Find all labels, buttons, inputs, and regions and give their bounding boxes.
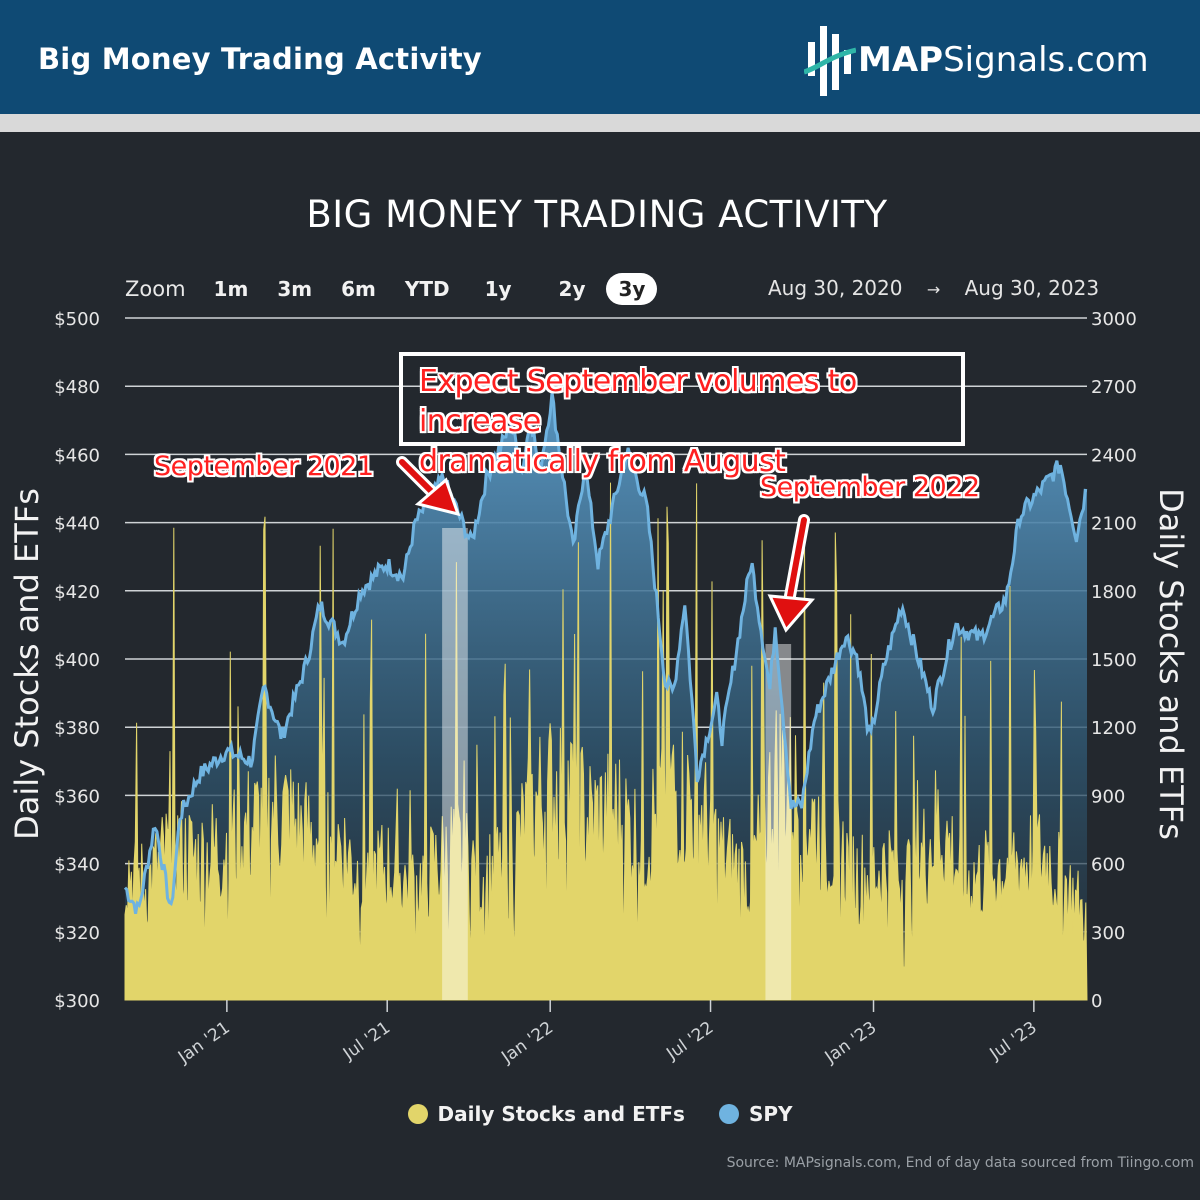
left-tick-label: $460 [54,445,100,466]
right-tick-label: 3000 [1091,309,1137,330]
mapsignals-logo-icon [804,26,856,96]
legend-dot-volume-icon [407,1104,428,1124]
left-axis-ticks: $500 $480 $460 $440 $420 $400 $380 $360 $340 $320… [54,309,100,1012]
right-tick-label: 300 [1091,923,1125,944]
annotation-text: Expect September volumes to increase dra… [419,364,857,479]
right-tick-label: 0 [1091,991,1102,1012]
left-tick-label: $500 [54,309,100,330]
zoom-1m-button[interactable]: 1m [213,277,249,301]
annotation-sep2022: September 2022 [760,472,980,503]
september-highlights [442,528,792,1000]
left-tick-label: $300 [54,991,100,1012]
x-axis-ticks: Jan '21 Jul '21 Jan '22 Jul '22 Jan '23 Jul '… [174,1000,1041,1068]
header-divider [0,114,1200,132]
left-tick-label: $400 [54,650,100,671]
right-axis-title: Daily Stocks and ETFs [1152,488,1190,840]
right-tick-label: 1500 [1091,650,1137,671]
zoom-3y-button[interactable]: 3y [606,273,658,305]
right-tick-label: 1200 [1091,718,1137,739]
legend: Daily Stocks and ETFs SPY [0,1102,1200,1126]
brand-name: MAPSignals.com [858,40,1149,80]
x-tick-label: Jan '23 [821,1018,881,1068]
sep2021-arrow-icon [396,456,461,517]
page-title: Big Money Trading Activity [38,42,482,76]
zoom-6m-button[interactable]: 6m [341,277,376,301]
source-note: Source: MAPsignals.com, End of day data … [726,1155,1194,1171]
x-tick-label: Jul '22 [662,1018,717,1065]
highlight-band [442,528,468,1000]
zoom-1y-button[interactable]: 1y [484,277,512,301]
right-tick-label: 900 [1091,786,1125,807]
spy-series-line [123,392,1088,915]
right-tick-label: 1800 [1091,582,1137,603]
zoom-label: Zoom [125,277,186,301]
range-to-input[interactable]: Aug 30, 2023 [964,276,1100,300]
zoom-ytd-button[interactable]: YTD [404,277,450,301]
zoom-controls: Zoom 1m 3m 6m YTD 1y 2y 3y [125,272,662,306]
left-tick-label: $320 [54,923,100,944]
left-tick-label: $440 [54,514,100,535]
x-tick-label: Jul '23 [986,1018,1041,1065]
header-bar: Big Money Trading Activity MAPSignals.co… [0,0,1200,114]
volume-series-bars [124,482,1088,1001]
sep2022-arrow-icon [767,514,816,633]
range-from-input[interactable]: Aug 30, 2020 [768,276,903,300]
annotation-sep2021: September 2021 [154,451,374,482]
x-tick-label: Jan '22 [497,1018,557,1068]
right-tick-label: 2700 [1091,377,1137,398]
range-arrow-icon: → [926,280,941,299]
left-tick-label: $480 [54,377,100,398]
spy-line [123,392,1088,915]
left-tick-label: $340 [54,855,100,876]
left-tick-label: $380 [54,718,100,739]
highlight-band [765,644,792,1000]
legend-item-volume[interactable]: Daily Stocks and ETFs [407,1102,685,1126]
right-tick-label: 2400 [1091,445,1137,466]
x-tick-label: Jul '21 [339,1018,394,1065]
right-tick-label: 600 [1091,855,1125,876]
right-tick-label: 2100 [1091,514,1137,535]
x-tick-label: Jan '21 [174,1018,234,1068]
legend-dot-spy-icon [718,1104,739,1124]
volume-bars [124,482,1088,1001]
left-axis-title: Daily Stocks and ETFs [8,488,46,840]
zoom-2y-button[interactable]: 2y [558,277,586,301]
zoom-3m-button[interactable]: 3m [277,277,313,301]
chart-title: BIG MONEY TRADING ACTIVITY [306,193,888,236]
date-range: Aug 30, 2020 → Aug 30, 2023 [768,276,1099,300]
legend-item-spy[interactable]: SPY [718,1102,792,1126]
annotation-box: Expect September volumes to increase dra… [399,352,965,479]
left-tick-label: $360 [54,786,100,807]
left-tick-label: $420 [54,582,100,603]
